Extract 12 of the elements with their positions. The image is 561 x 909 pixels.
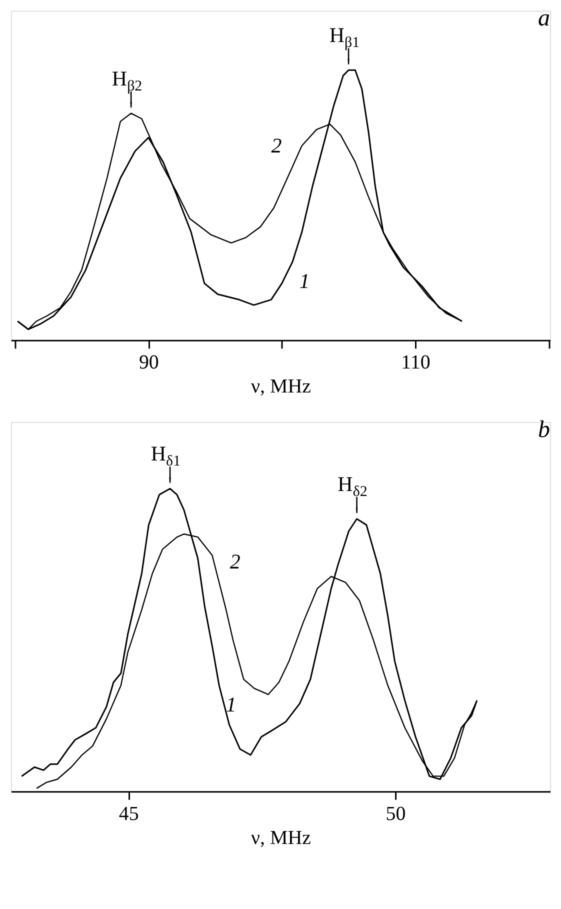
x-tick-label: 90 — [138, 352, 159, 374]
x-tick-label: 45 — [118, 802, 139, 825]
series-label: 1 — [299, 268, 310, 293]
series-label: 2 — [271, 134, 282, 158]
series-label: 1 — [226, 692, 236, 716]
x-axis-title: ν, MHz — [250, 376, 312, 398]
x-tick-label: 50 — [386, 802, 406, 825]
x-axis-title: ν, MHz — [250, 826, 312, 849]
x-tick-label: 110 — [401, 352, 430, 374]
series-label: 2 — [230, 549, 241, 574]
chart-title: b — [538, 416, 550, 443]
chart-title: a — [538, 6, 550, 32]
